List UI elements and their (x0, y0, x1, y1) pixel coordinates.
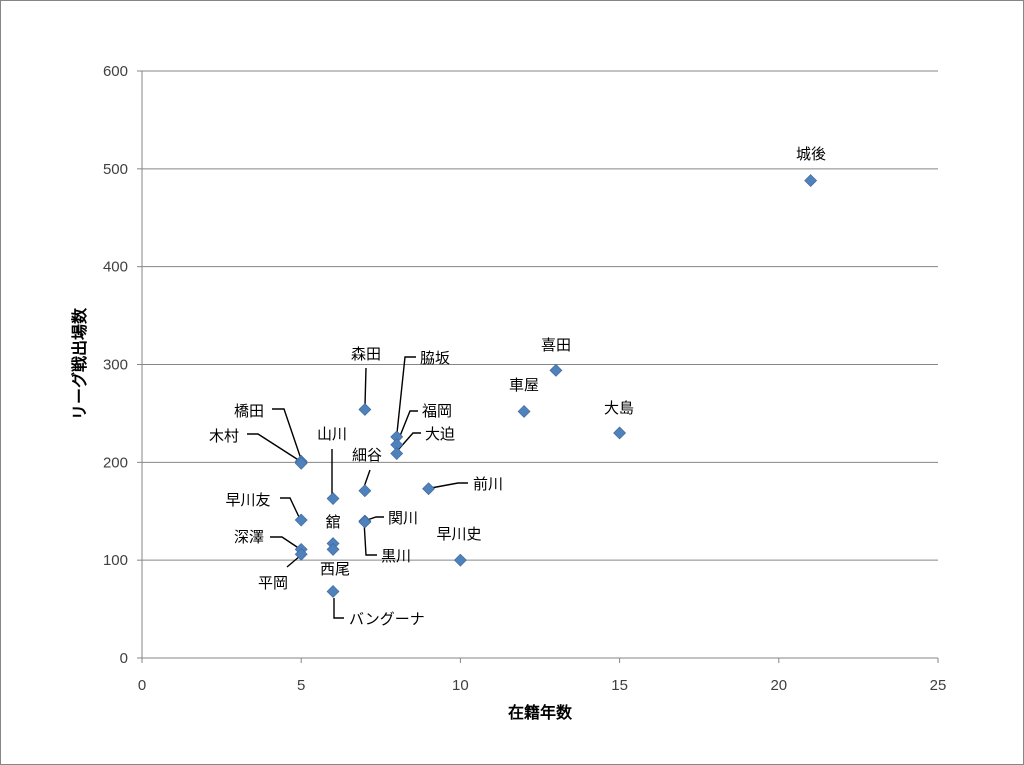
leader-line (430, 482, 468, 489)
point-label: 車屋 (509, 376, 539, 394)
data-point (390, 447, 404, 460)
point-label: 西尾 (320, 560, 350, 578)
data-point (326, 492, 340, 505)
point-label: 橋田 (234, 402, 264, 420)
point-label: 前川 (473, 475, 503, 493)
data-point (613, 426, 627, 440)
point-label: 喜田 (541, 336, 571, 354)
data-point (294, 547, 308, 561)
data-point (517, 405, 531, 418)
point-label: 舘 (325, 513, 340, 531)
data-point (358, 403, 372, 416)
leader-line (397, 432, 421, 451)
tick-labels: 0 100 200 300 400 500 600 0 5 10 15 20 25 (103, 63, 946, 694)
leader-line (247, 433, 301, 462)
y-tick-label: 600 (103, 63, 128, 80)
leader-line (364, 367, 367, 406)
leader-line (280, 497, 300, 518)
point-label: 福岡 (422, 402, 452, 420)
leader-line (396, 356, 416, 434)
data-point (422, 482, 435, 496)
point-label: 大島 (604, 399, 634, 417)
point-label: 細谷 (352, 446, 382, 464)
data-point (549, 363, 563, 377)
gridlines (142, 70, 938, 561)
point-label: 脇坂 (420, 349, 450, 367)
point-label: 森田 (351, 345, 381, 363)
x-tick-label: 15 (611, 677, 628, 694)
y-tick-label: 100 (103, 552, 128, 569)
label-leader-lines (247, 356, 468, 619)
point-label: 早川友 (225, 491, 270, 509)
leader-line (363, 469, 371, 488)
point-label: 深澤 (234, 528, 264, 546)
x-tick-label: 10 (452, 677, 469, 694)
point-label: 平岡 (258, 574, 288, 592)
data-point (294, 456, 308, 470)
point-label: 山川 (317, 425, 347, 443)
leader-line (270, 536, 301, 550)
y-tick-label: 0 (120, 650, 128, 667)
data-point (326, 585, 340, 598)
data-point (294, 513, 308, 527)
point-label: バングーナ (349, 610, 425, 628)
y-tick-label: 300 (103, 357, 128, 374)
point-label: 大迫 (425, 425, 455, 443)
data-points (294, 174, 818, 598)
point-label: 木村 (209, 427, 239, 445)
axes (137, 70, 939, 663)
leader-line (366, 516, 384, 521)
point-label: 城後 (796, 145, 826, 163)
data-point (804, 174, 818, 187)
data-point (358, 484, 372, 498)
x-tick-label: 5 (297, 677, 305, 694)
leader-line (286, 555, 301, 568)
leader-line (333, 598, 344, 619)
data-point (326, 542, 340, 556)
x-tick-label: 25 (930, 677, 947, 694)
leader-line (363, 520, 377, 556)
leader-line (272, 408, 302, 460)
x-axis-title: 在籍年数 (508, 703, 573, 722)
point-label: 早川史 (436, 525, 481, 543)
y-tick-label: 400 (103, 259, 128, 276)
point-label: 関川 (388, 509, 418, 527)
y-tick-label: 500 (103, 161, 128, 178)
y-tick-label: 200 (103, 454, 128, 471)
point-label: 黒川 (381, 547, 411, 565)
data-point (453, 553, 467, 567)
leader-line (397, 410, 418, 442)
x-tick-label: 20 (770, 677, 787, 694)
y-axis-title: リーグ戦出場数 (70, 307, 89, 420)
data-point (358, 515, 372, 529)
x-tick-label: 0 (138, 677, 146, 694)
